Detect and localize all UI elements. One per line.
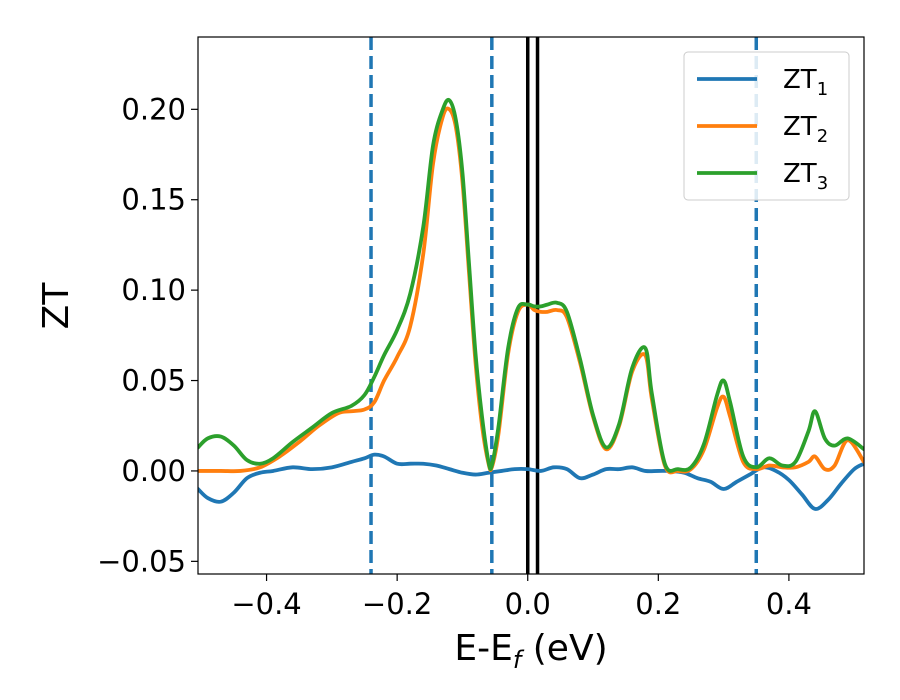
legend-label-zt3: ZT3 xyxy=(783,159,828,194)
x-tick-label: −0.2 xyxy=(362,587,432,621)
legend-box xyxy=(683,51,850,201)
y-tick-label: −0.05 xyxy=(97,544,186,578)
legend: ZT1 ZT2 ZT3 xyxy=(683,51,850,201)
x-tick-label: 0.2 xyxy=(635,587,681,621)
y-axis: −0.05 0.00 0.05 0.10 0.15 0.20 xyxy=(97,92,198,578)
x-axis: −0.4 −0.2 0.0 0.2 0.4 xyxy=(231,574,812,621)
y-tick-label: 0.10 xyxy=(121,273,186,307)
x-tick-label: −0.4 xyxy=(231,587,301,621)
x-tick-label: 0.4 xyxy=(766,587,812,621)
series-line-zt3 xyxy=(198,97,864,473)
x-tick-label: 0.0 xyxy=(505,587,551,621)
x-axis-label: E-Ef (eV) xyxy=(454,628,607,674)
plot-frame xyxy=(197,36,865,575)
legend-label-zt1: ZT1 xyxy=(783,65,828,100)
x-axis-label-unit: (eV) xyxy=(521,628,607,669)
series-line-zt2 xyxy=(198,106,864,475)
y-tick-label: 0.15 xyxy=(121,183,186,217)
y-tick-label: 0.05 xyxy=(121,364,186,398)
y-axis-label: ZT xyxy=(36,282,77,330)
y-tick-label: 0.20 xyxy=(121,92,186,126)
legend-label-zt2: ZT2 xyxy=(783,112,828,147)
y-tick-label: 0.00 xyxy=(121,454,186,488)
series-lines xyxy=(198,97,864,511)
plot-area xyxy=(198,37,864,574)
